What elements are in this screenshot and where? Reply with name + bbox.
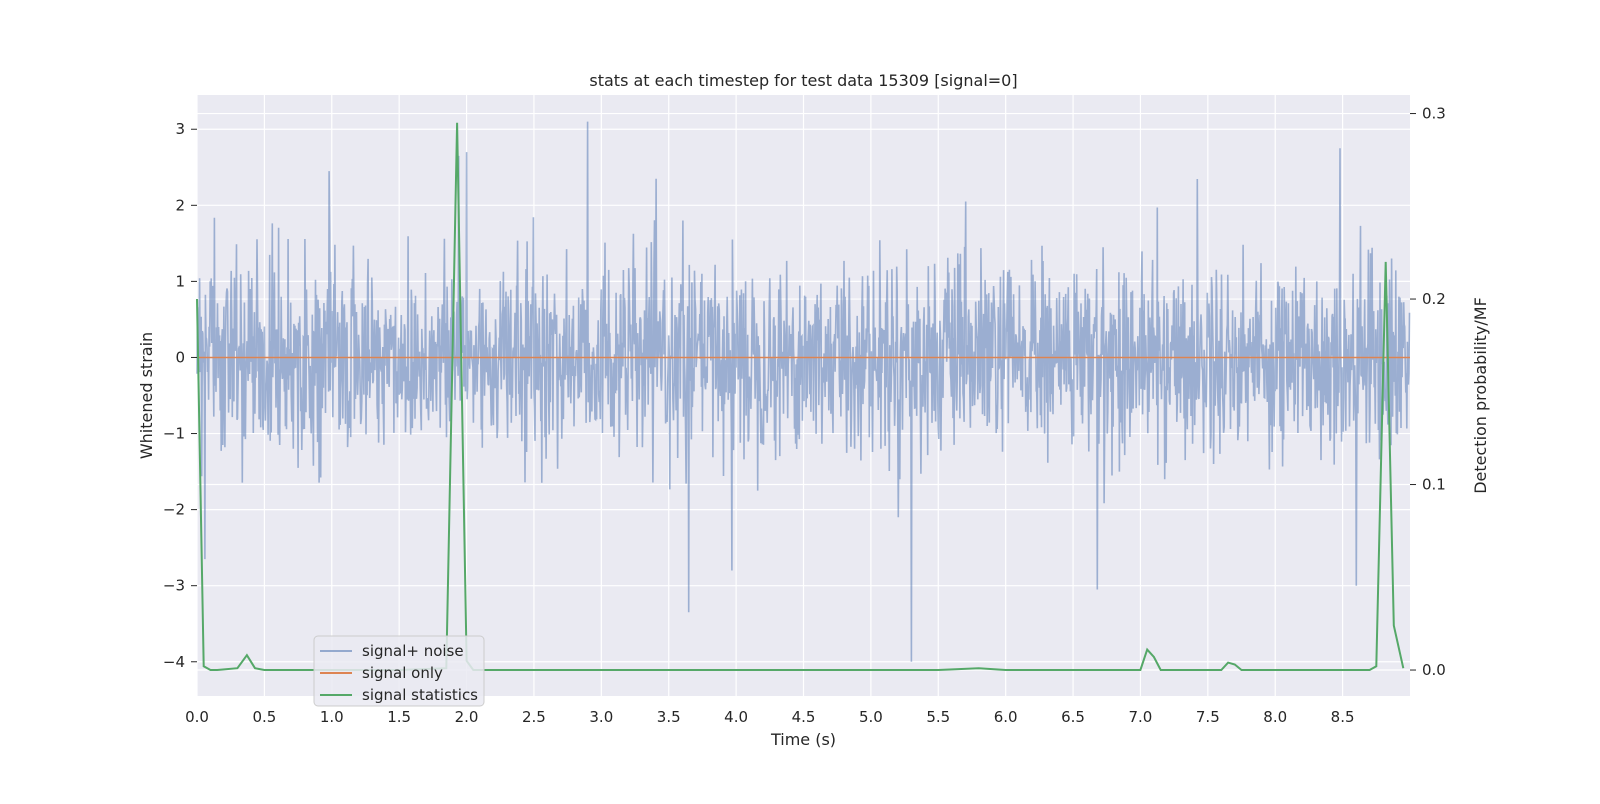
x-tick-label: 8.0 xyxy=(1263,708,1287,726)
x-tick-label: 5.5 xyxy=(926,708,950,726)
y2-axis-label: Detection probability/MF xyxy=(1471,297,1490,494)
y-tick-label: 1 xyxy=(175,272,185,290)
x-tick-label: 1.5 xyxy=(387,708,411,726)
x-tick-label: 3.0 xyxy=(589,708,613,726)
y-axis-label: Whitened strain xyxy=(137,332,156,459)
y-tick-label: 3 xyxy=(175,120,185,138)
x-tick-label: 7.0 xyxy=(1129,708,1153,726)
y2-axis-ticks: 0.0 0.1 0.2 0.3 xyxy=(1410,105,1446,679)
x-tick-label: 6.0 xyxy=(994,708,1018,726)
y-tick-label: −3 xyxy=(163,577,185,595)
y2-tick-label: 0.3 xyxy=(1422,105,1446,123)
x-tick-label: 4.5 xyxy=(792,708,816,726)
legend-box xyxy=(313,635,485,707)
y2-tick-label: 0.0 xyxy=(1422,661,1446,679)
series-line-signal-statistics xyxy=(196,122,1405,671)
x-tick-label: 2.0 xyxy=(455,708,479,726)
series-line-signal-noise xyxy=(196,121,1411,662)
x-tick-label: 5.0 xyxy=(859,708,883,726)
y-tick-label: 2 xyxy=(175,196,185,214)
y-axis-ticks: −4 −3 −2 −1 0 1 2 3 xyxy=(163,120,197,671)
x-tick-label: 6.5 xyxy=(1061,708,1085,726)
chart-title: stats at each timestep for test data 153… xyxy=(589,71,1017,90)
x-axis-label: Time (s) xyxy=(770,730,836,749)
y-tick-label: −4 xyxy=(163,653,185,671)
series-layer xyxy=(196,121,1411,671)
y-tick-label: −1 xyxy=(163,425,185,443)
x-tick-label: 0.5 xyxy=(252,708,276,726)
x-tick-label: 2.5 xyxy=(522,708,546,726)
y-tick-label: 0 xyxy=(175,348,185,366)
x-tick-label: 0.0 xyxy=(185,708,209,726)
x-axis-ticks: 0.0 0.5 1.0 1.5 2.0 2.5 3.0 3.5 4.0 4.5 5.0 5.5 6.0 6… xyxy=(185,708,1354,726)
x-tick-label: 8.5 xyxy=(1331,708,1355,726)
legend: signal+ noise signal only signal statistic… xyxy=(313,635,485,707)
x-tick-label: 1.0 xyxy=(320,708,344,726)
x-tick-label: 7.5 xyxy=(1196,708,1220,726)
legend-label: signal+ noise xyxy=(362,642,464,660)
y-tick-label: −2 xyxy=(163,501,185,519)
x-tick-label: 4.0 xyxy=(724,708,748,726)
x-tick-label: 3.5 xyxy=(657,708,681,726)
y2-tick-label: 0.1 xyxy=(1422,476,1446,494)
legend-label: signal statistics xyxy=(362,686,478,704)
legend-label: signal only xyxy=(362,664,443,682)
y2-tick-label: 0.2 xyxy=(1422,290,1446,308)
